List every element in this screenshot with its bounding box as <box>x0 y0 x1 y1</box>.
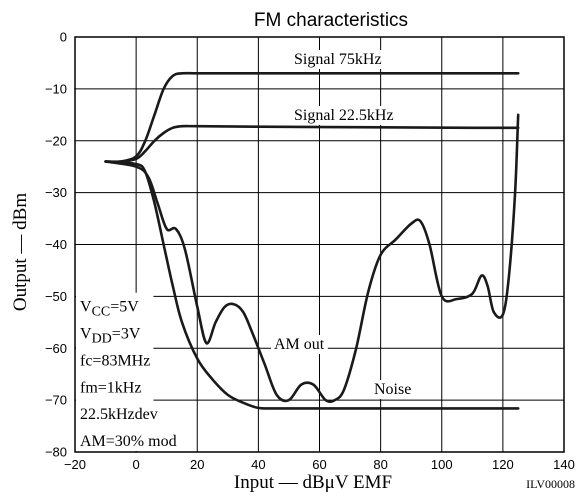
x-tick-label: 40 <box>251 457 265 472</box>
annotation-am-out: AM out <box>274 336 325 353</box>
y-tick-label: −80 <box>45 445 67 460</box>
condition-line: fc=83MHz <box>80 352 150 369</box>
condition-text: V <box>80 326 92 343</box>
annotation-signal-75khz: Signal 75kHz <box>294 51 382 68</box>
series-lines <box>104 71 520 410</box>
conditions-box: VCC=5VVDD=3Vfc=83MHzfm=1kHz22.5kHzdevAM=… <box>76 292 177 451</box>
condition-line: AM=30% mod <box>80 433 177 450</box>
figure-code: ILV00008 <box>526 477 575 491</box>
y-tick-label: −20 <box>45 133 67 148</box>
label-background <box>271 335 328 354</box>
x-tick-label: 100 <box>431 457 453 472</box>
y-tick-label: −50 <box>45 289 67 304</box>
series-line-signal-22-5khz <box>104 124 520 163</box>
condition-text: fm=1kHz <box>80 379 141 396</box>
condition-text: fc=83MHz <box>80 352 150 369</box>
condition-subscript: DD <box>92 332 112 347</box>
series-line-am-out <box>104 113 520 404</box>
condition-value: =3V <box>112 326 141 343</box>
y-tick-label: 0 <box>60 30 67 45</box>
label-background <box>371 380 415 399</box>
y-axis-label: Output — dBm <box>10 193 31 311</box>
condition-line: VCC=5V <box>80 299 139 320</box>
series-labels: Signal 75kHz Signal 22.5kHz AM out Noise <box>271 50 415 399</box>
x-tick-label: 60 <box>312 457 326 472</box>
x-tick-label: 20 <box>190 457 204 472</box>
y-tick-label: −30 <box>45 185 67 200</box>
conditions-background <box>76 292 154 451</box>
label-background <box>291 50 385 69</box>
y-tick-label: −70 <box>45 393 67 408</box>
y-tick-label: −40 <box>45 237 67 252</box>
label-background <box>291 106 397 125</box>
x-axis-label: Input — dBμV EMF <box>234 472 392 493</box>
chart-title: FM characteristics <box>254 10 408 31</box>
x-tick-label: 120 <box>492 457 514 472</box>
axis-ticks: −20 0 20 40 60 80 100 120 140 0 −10 −20 −30 −40 −50 −60… <box>45 30 575 473</box>
x-tick-label: 0 <box>133 457 140 472</box>
annotation-signal-22-5khz: Signal 22.5kHz <box>294 107 394 124</box>
condition-line: VDD=3V <box>80 326 141 347</box>
y-tick-label: −60 <box>45 341 67 356</box>
x-tick-label: 140 <box>553 457 575 472</box>
annotation-noise: Noise <box>374 381 411 398</box>
condition-text: AM=30% mod <box>80 433 177 450</box>
series-line-noise <box>104 160 520 410</box>
plot-frame <box>74 36 565 453</box>
condition-value: =5V <box>110 299 139 316</box>
condition-text: V <box>80 299 92 316</box>
y-tick-label: −10 <box>45 81 67 96</box>
x-tick-label: −20 <box>64 457 86 472</box>
condition-text: 22.5kHzdev <box>80 406 158 423</box>
x-tick-label: 80 <box>373 457 387 472</box>
condition-line: 22.5kHzdev <box>80 406 158 423</box>
series-line-signal-75khz <box>104 71 520 164</box>
condition-subscript: CC <box>92 305 111 320</box>
condition-line: fm=1kHz <box>80 379 141 396</box>
